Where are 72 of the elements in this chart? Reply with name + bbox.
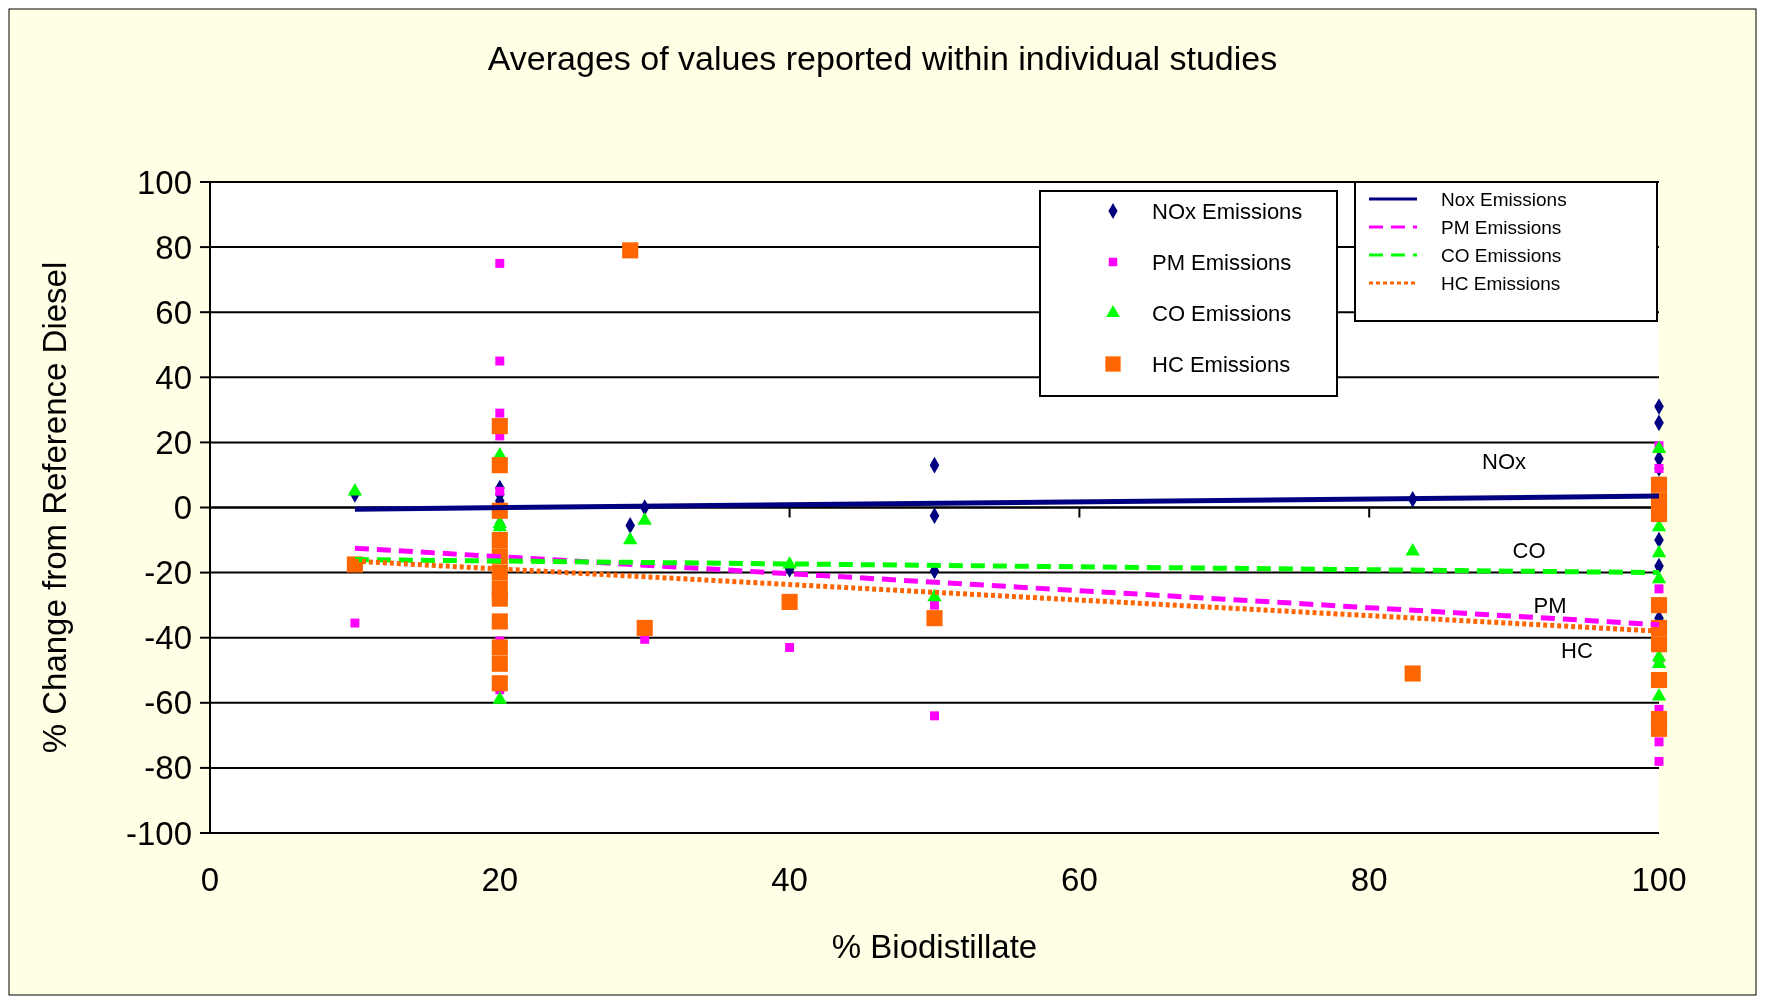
point xyxy=(1654,737,1664,747)
point xyxy=(1654,756,1664,766)
point xyxy=(1650,476,1668,493)
legend-label: Nox Emissions xyxy=(1441,188,1567,210)
point xyxy=(782,556,797,569)
y-tick-label: 40 xyxy=(155,358,192,396)
x-tick-label: 20 xyxy=(481,861,519,898)
point xyxy=(930,600,939,610)
point xyxy=(1650,636,1668,653)
point xyxy=(491,655,508,672)
x-tick-label: 40 xyxy=(771,861,808,898)
point xyxy=(926,610,943,627)
point xyxy=(491,675,508,692)
legend-label: PM Emissions xyxy=(1441,216,1562,238)
x-tick-label: 60 xyxy=(1061,861,1098,898)
y-tick-label: -20 xyxy=(144,554,192,592)
point xyxy=(1651,544,1667,558)
point xyxy=(1654,584,1664,594)
point xyxy=(491,457,508,474)
legend-label: PM Emissions xyxy=(1152,249,1292,275)
point xyxy=(1651,687,1667,701)
point xyxy=(637,512,652,525)
legend-label: HC Emissions xyxy=(1441,272,1561,294)
point xyxy=(1650,720,1668,737)
x-tick-label: 80 xyxy=(1350,861,1388,898)
y-tick-label: -80 xyxy=(144,749,192,787)
annotation: CO xyxy=(1512,537,1546,563)
point xyxy=(623,531,638,545)
point xyxy=(495,486,505,496)
point xyxy=(622,242,639,259)
point xyxy=(785,642,795,652)
point xyxy=(781,593,798,610)
chart-title: Averages of values reported within individual studies xyxy=(487,39,1278,77)
point xyxy=(495,408,505,418)
point xyxy=(492,691,508,704)
y-tick-label: 60 xyxy=(155,293,192,331)
x-tick-label: 0 xyxy=(200,861,220,898)
y-tick-label: -100 xyxy=(125,814,192,852)
point xyxy=(1650,671,1668,689)
legend-label: CO Emissions xyxy=(1441,244,1562,266)
y-axis-title: % Change from Reference Diesel xyxy=(36,261,73,754)
point xyxy=(491,418,508,435)
point xyxy=(350,618,360,628)
point xyxy=(1404,665,1421,682)
y-tick-label: 20 xyxy=(155,423,192,461)
annotation: NOx xyxy=(1482,448,1526,474)
point xyxy=(1405,543,1420,556)
legend-label: NOx Emissions xyxy=(1152,198,1303,224)
point xyxy=(347,482,363,496)
y-tick-label: 100 xyxy=(136,163,192,201)
point xyxy=(636,619,653,636)
x-axis-title: % Biodistillate xyxy=(831,928,1038,965)
point xyxy=(1650,505,1668,523)
point xyxy=(491,639,508,656)
point xyxy=(491,613,508,630)
annotation: HC xyxy=(1561,637,1593,663)
point xyxy=(491,590,508,607)
annotation: PM xyxy=(1533,592,1567,618)
legend-label: CO Emissions xyxy=(1152,300,1292,326)
point xyxy=(1651,570,1667,584)
y-tick-label: -60 xyxy=(144,684,192,722)
point xyxy=(491,531,508,549)
y-tick-label: -40 xyxy=(144,619,192,657)
point xyxy=(495,258,505,268)
x-tick-label: 100 xyxy=(1631,861,1687,898)
point xyxy=(1650,597,1668,614)
point xyxy=(495,356,505,366)
point xyxy=(1654,463,1664,473)
y-tick-label: 80 xyxy=(155,228,192,266)
point xyxy=(930,711,939,721)
legend-label: HC Emissions xyxy=(1152,351,1291,377)
y-tick-label: 0 xyxy=(173,489,192,527)
